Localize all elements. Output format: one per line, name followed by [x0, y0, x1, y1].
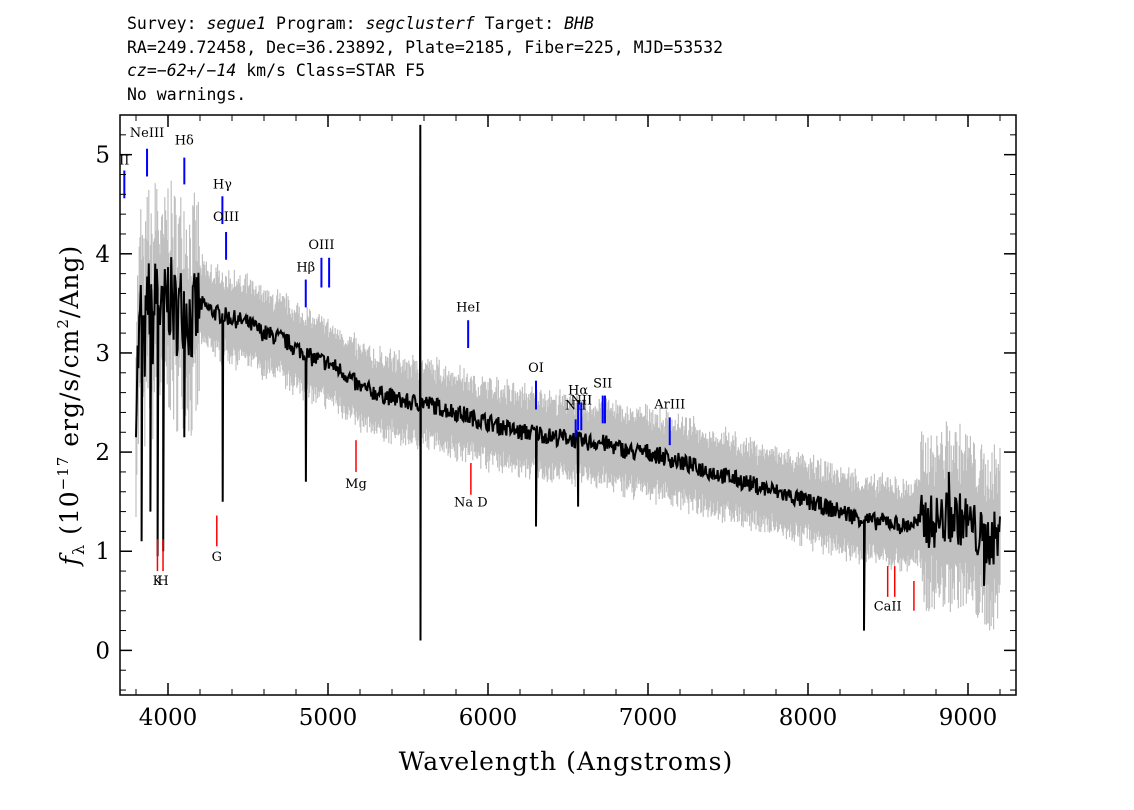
- y-tick-label-1: 1: [95, 539, 110, 565]
- program-label: Program:: [266, 14, 366, 33]
- emission-label-12: SII: [593, 377, 612, 392]
- survey-value: segue1: [206, 14, 267, 33]
- y-axis-title: fλ (10−17 erg/s/cm2/Ang): [54, 245, 88, 568]
- emission-label-4: Hβ: [296, 261, 315, 276]
- emission-label-10: Hα: [568, 384, 588, 399]
- emission-label-3: OIII: [213, 210, 239, 225]
- y-axis-title-text: fλ (10−17 erg/s/cm2/Ang): [54, 245, 88, 568]
- absorption-label-1: H: [157, 574, 168, 589]
- x-tick-label-5: 9000: [939, 705, 998, 731]
- absorption-label-0: K: [153, 574, 163, 589]
- header-redshift-line: cz=−62+/−14 km/s Class=STAR F5: [127, 59, 723, 83]
- target-value: BHB: [564, 14, 594, 33]
- axes: 4000 5000 6000 7000 8000 9000 0 1 2 3 4 5: [95, 115, 1016, 731]
- absorption-label-4: Na D: [454, 496, 488, 511]
- emission-label-7: HeI: [456, 300, 480, 315]
- emission-label-11: NII: [570, 394, 592, 409]
- plot-frame: [119, 114, 1017, 696]
- absorption-label-2: G: [212, 550, 222, 565]
- emission-label-15: II: [119, 154, 129, 169]
- header-coords-line: RA=249.72458, Dec=36.23892, Plate=2185, …: [127, 37, 724, 57]
- x-tick-label-1: 5000: [299, 705, 358, 731]
- y-tick-label-3: 3: [95, 341, 110, 367]
- emission-label-1: Hδ: [175, 134, 194, 149]
- class-text: km/s Class=STAR F5: [236, 61, 426, 80]
- spectrum-header: Survey: segue1 Program: segclusterf Targ…: [127, 12, 723, 106]
- x-tick-label-2: 6000: [459, 705, 518, 731]
- emission-label-5: OIII: [308, 238, 334, 253]
- target-label: Target:: [474, 14, 565, 33]
- y-tick-label-4: 4: [95, 242, 110, 268]
- flux-line: [135, 124, 1001, 641]
- cz-value: −62+/−14: [156, 61, 237, 80]
- y-tick-label-2: 2: [95, 440, 110, 466]
- emission-label-8: OI: [528, 361, 544, 376]
- x-axis-title: Wavelength (Angstroms): [399, 747, 733, 776]
- survey-label: Survey:: [127, 14, 207, 33]
- absorption-label-5: CaII: [874, 600, 902, 615]
- cz-equals: =: [146, 61, 157, 80]
- emission-label-14: ArIII: [653, 397, 685, 412]
- x-tick-label-3: 7000: [619, 705, 678, 731]
- program-value: segclusterf: [365, 14, 475, 33]
- header-warnings-line: No warnings.: [127, 84, 247, 104]
- flux-series: [135, 124, 1001, 641]
- y-tick-label-0: 0: [95, 638, 110, 664]
- x-tick-label-0: 4000: [139, 705, 198, 731]
- emission-label-0: NeIII: [130, 126, 164, 141]
- absorption-label-3: Mg: [345, 477, 367, 492]
- line-markers: NeIIIHδHγOIIIHβOIIIHeIOINIIHαNIISIIArIII…: [119, 126, 915, 615]
- x-tick-label-4: 8000: [779, 705, 838, 731]
- cz-label: cz: [127, 61, 147, 80]
- emission-label-2: Hγ: [213, 177, 232, 192]
- y-tick-label-5: 5: [95, 143, 110, 169]
- header-survey-line: Survey: segue1 Program: segclusterf Targ…: [127, 12, 723, 36]
